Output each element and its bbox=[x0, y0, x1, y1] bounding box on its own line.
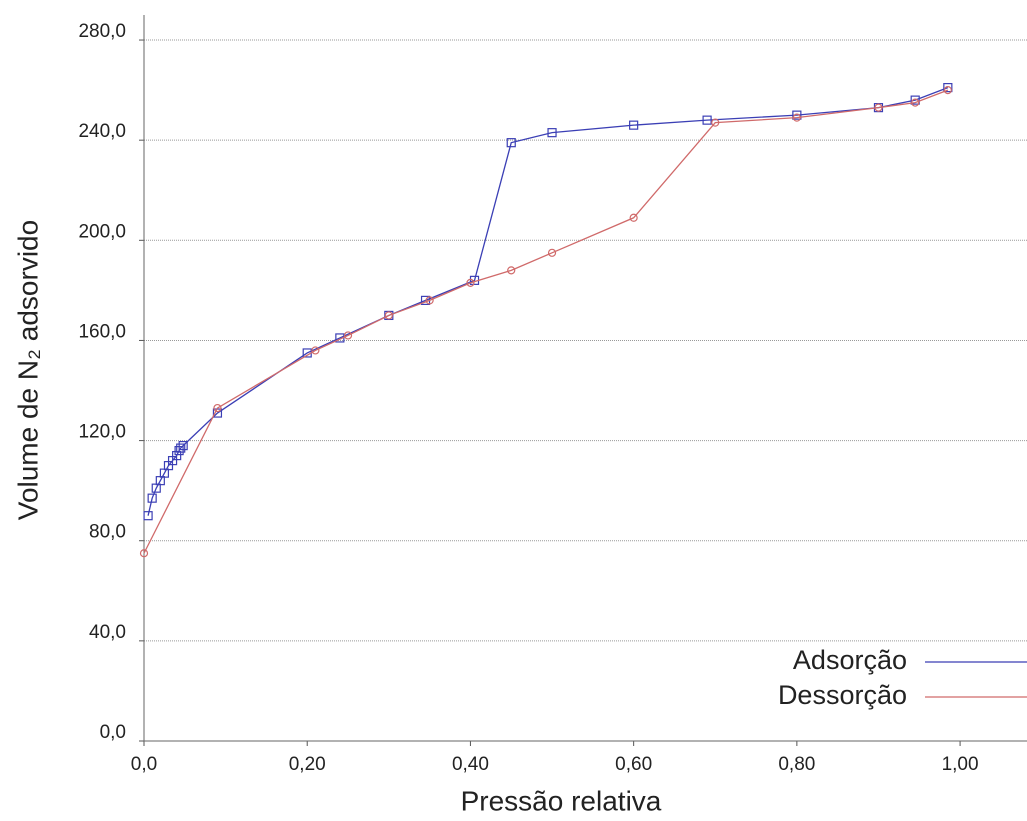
y-tick-label: 80,0 bbox=[89, 522, 126, 543]
marker bbox=[507, 266, 516, 275]
marker bbox=[143, 511, 153, 521]
marker bbox=[943, 82, 953, 93]
marker bbox=[629, 120, 639, 130]
y-tick-label: 280,0 bbox=[78, 21, 126, 42]
marker bbox=[176, 443, 186, 453]
marker bbox=[343, 331, 353, 340]
x-tick-label: 0,60 bbox=[615, 754, 652, 775]
marker bbox=[702, 115, 712, 125]
marker bbox=[147, 493, 157, 503]
marker bbox=[311, 346, 320, 355]
marker bbox=[547, 128, 557, 138]
marker bbox=[384, 311, 393, 320]
marker bbox=[874, 103, 883, 112]
y-axis-title: Volume de N₂ adsorvido bbox=[12, 220, 43, 520]
series-line bbox=[147, 86, 949, 516]
x-tick-label: 1,00 bbox=[942, 754, 979, 775]
x-tick-label: 0,40 bbox=[452, 754, 489, 775]
legend-label: Adsorção bbox=[793, 645, 907, 675]
y-tick-label: 200,0 bbox=[78, 221, 126, 242]
marker bbox=[911, 98, 920, 107]
series-line bbox=[143, 89, 949, 554]
marker bbox=[178, 440, 188, 451]
marker bbox=[213, 403, 222, 413]
x-tick-label: 0,20 bbox=[289, 754, 326, 775]
marker bbox=[139, 549, 149, 558]
legend-label: Dessorção bbox=[778, 680, 907, 710]
y-tick-label: 0,0 bbox=[100, 722, 126, 743]
marker bbox=[792, 113, 801, 122]
marker bbox=[425, 296, 434, 305]
x-tick-label: 0,0 bbox=[131, 754, 157, 775]
y-tick-label: 40,0 bbox=[89, 622, 126, 643]
marker bbox=[547, 248, 557, 257]
marker bbox=[943, 86, 952, 95]
marker bbox=[629, 213, 638, 222]
y-tick-label: 120,0 bbox=[78, 422, 126, 443]
marker bbox=[910, 95, 920, 105]
marker bbox=[792, 110, 802, 120]
marker bbox=[711, 118, 720, 127]
y-tick-label: 240,0 bbox=[78, 121, 126, 142]
x-axis-title: Pressão relativa bbox=[461, 785, 662, 816]
marker bbox=[466, 278, 475, 287]
x-tick-label: 0,80 bbox=[778, 754, 815, 775]
y-tick-label: 160,0 bbox=[78, 321, 126, 342]
marker bbox=[506, 138, 516, 148]
